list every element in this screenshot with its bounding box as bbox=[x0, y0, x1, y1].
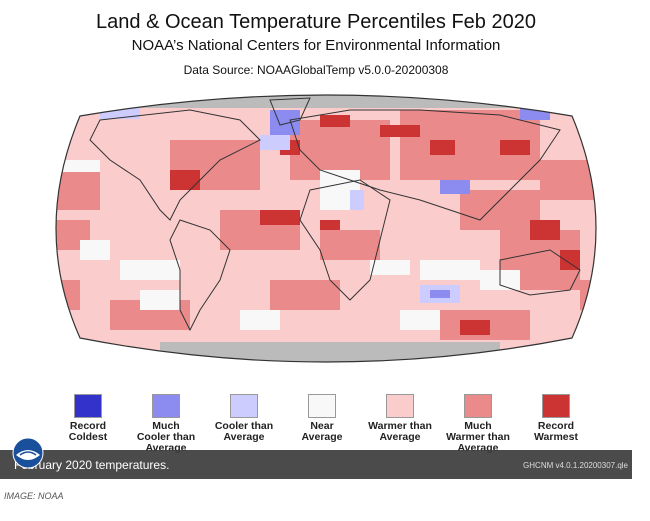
globe-outline bbox=[55, 94, 597, 363]
legend-item-much-warmer: Much Warmer than Average bbox=[438, 394, 518, 454]
antarctic-no-data bbox=[56, 352, 596, 362]
legend-swatch bbox=[74, 394, 102, 418]
map-subtitle: NOAA’s National Centers for Environmenta… bbox=[131, 37, 501, 54]
legend-label: Warmer than Average bbox=[368, 420, 432, 443]
image-credit: IMAGE: NOAA bbox=[4, 491, 64, 501]
legend-item-record-coldest: Record Coldest bbox=[48, 394, 128, 443]
map-figure: Land & Ocean Temperature Percentiles Feb… bbox=[0, 10, 632, 479]
map-title: Land & Ocean Temperature Percentiles Feb… bbox=[96, 11, 536, 33]
legend-swatch bbox=[230, 394, 258, 418]
noaa-logo-icon bbox=[12, 437, 44, 469]
legend-label: Much Warmer than Average bbox=[446, 420, 510, 454]
legend-label: Near Average bbox=[301, 420, 343, 443]
legend-swatch bbox=[542, 394, 570, 418]
legend-item-much-cooler: Much Cooler than Average bbox=[126, 394, 206, 454]
legend-swatch bbox=[386, 394, 414, 418]
legend: Record Coldest Much Cooler than Average … bbox=[48, 394, 608, 454]
legend-label: Much Cooler than Average bbox=[136, 420, 196, 454]
world-map-svg bbox=[55, 94, 597, 363]
title-block: Land & Ocean Temperature Percentiles Feb… bbox=[0, 10, 632, 78]
caption-bar: February 2020 temperatures. GHCNM v4.0.1… bbox=[0, 450, 632, 479]
legend-item-near-average: Near Average bbox=[282, 394, 362, 443]
legend-swatch bbox=[152, 394, 180, 418]
antarctic-edge bbox=[160, 342, 500, 354]
legend-item-record-warmest: Record Warmest bbox=[516, 394, 596, 443]
caption-version: GHCNM v4.0.1.20200307.qle bbox=[523, 461, 628, 470]
near-average-regions bbox=[56, 160, 520, 330]
legend-label: Record Coldest bbox=[68, 420, 108, 443]
legend-item-cooler: Cooler than Average bbox=[204, 394, 284, 443]
legend-swatch bbox=[464, 394, 492, 418]
legend-label: Cooler than Average bbox=[214, 420, 274, 443]
arctic-no-data bbox=[56, 95, 596, 108]
legend-label: Record Warmest bbox=[534, 420, 578, 443]
legend-item-warmer: Warmer than Average bbox=[360, 394, 440, 443]
caption-text: February 2020 temperatures. bbox=[14, 458, 170, 472]
data-source: Data Source: NOAAGlobalTemp v5.0.0-20200… bbox=[183, 63, 449, 77]
world-map bbox=[20, 80, 632, 380]
coastlines bbox=[89, 97, 581, 332]
legend-swatch bbox=[308, 394, 336, 418]
